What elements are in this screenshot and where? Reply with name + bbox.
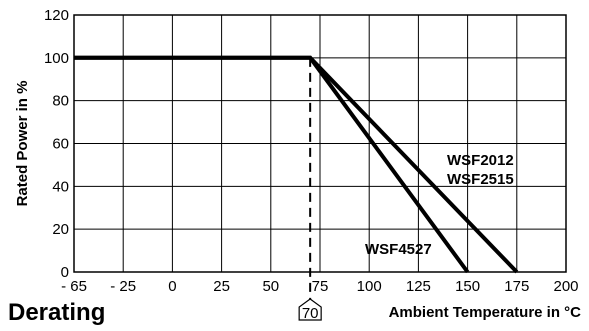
x-tick-label: 0: [168, 278, 176, 295]
chart-title: Derating: [8, 299, 105, 326]
y-axis-label: Rated Power in %: [14, 81, 31, 207]
x-tick-label: 200: [553, 278, 578, 295]
y-tick-label: 20: [52, 221, 69, 238]
x-tick-label: 75: [312, 278, 329, 295]
marker-label: 70: [302, 305, 319, 322]
x-tick-label: - 25: [110, 278, 136, 295]
annotation-wsf4527: WSF4527: [365, 241, 432, 258]
y-tick-label: 60: [52, 136, 69, 153]
x-tick-label: 175: [504, 278, 529, 295]
x-tick-label: - 65: [61, 278, 87, 295]
annotation-wsf2012: WSF2012: [447, 152, 514, 169]
y-tick-labels: 0 20 40 60 80 100 120: [44, 7, 69, 281]
marker-badge: [298, 298, 322, 321]
x-tick-label: 50: [262, 278, 279, 295]
x-tick-labels: - 65 - 25 0 25 50 75 100 125 150 175 200: [61, 278, 578, 295]
plot-frame: [73, 14, 567, 273]
series-lines: [74, 55, 519, 274]
annotation-wsf2515: WSF2515: [447, 171, 514, 188]
x-axis-label: Ambient Temperature in °C: [389, 304, 582, 321]
series-line-1: [74, 55, 470, 274]
x-tick-label: 25: [213, 278, 230, 295]
x-tick-label: 150: [455, 278, 480, 295]
y-tick-label: 100: [44, 50, 69, 67]
x-tick-label: 125: [406, 278, 431, 295]
y-tick-label: 80: [52, 93, 69, 110]
y-tick-label: 0: [61, 264, 69, 281]
y-tick-label: 40: [52, 178, 69, 195]
annotations: WSF2012 WSF2515 WSF4527: [365, 152, 514, 258]
y-tick-label: 120: [44, 7, 69, 24]
x-tick-label: 100: [357, 278, 382, 295]
grid: [74, 15, 566, 272]
